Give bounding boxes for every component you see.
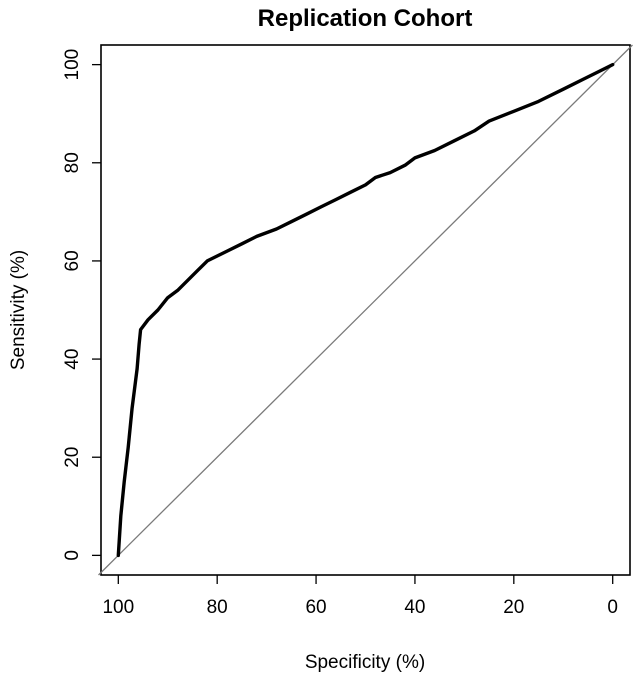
x-tick-label: 40 [404, 597, 425, 618]
x-tick-label: 80 [207, 597, 228, 618]
y-tick-label: 80 [62, 152, 83, 173]
y-tick-label: 0 [62, 550, 83, 561]
x-axis-label: Specificity (%) [305, 652, 425, 673]
y-tick-label: 60 [62, 250, 83, 271]
roc-curve-line [116, 62, 615, 558]
x-tick-label: 0 [607, 597, 618, 618]
reference-diagonal-line [98, 44, 633, 576]
x-tick-label: 60 [305, 597, 326, 618]
x-tick-label: 20 [503, 597, 524, 618]
chart-title: Replication Cohort [258, 5, 473, 32]
axis-ticks [92, 63, 614, 584]
x-tick-label: 100 [102, 597, 134, 618]
y-axis-label: Sensitivity (%) [8, 250, 29, 370]
plot-frame [100, 44, 631, 576]
y-tick-label: 20 [62, 447, 83, 468]
y-tick-label: 40 [62, 349, 83, 370]
axis-tick-labels: 100 80 60 40 20 0 0 20 40 60 80 100 [62, 49, 618, 618]
y-tick-label: 100 [62, 49, 83, 81]
